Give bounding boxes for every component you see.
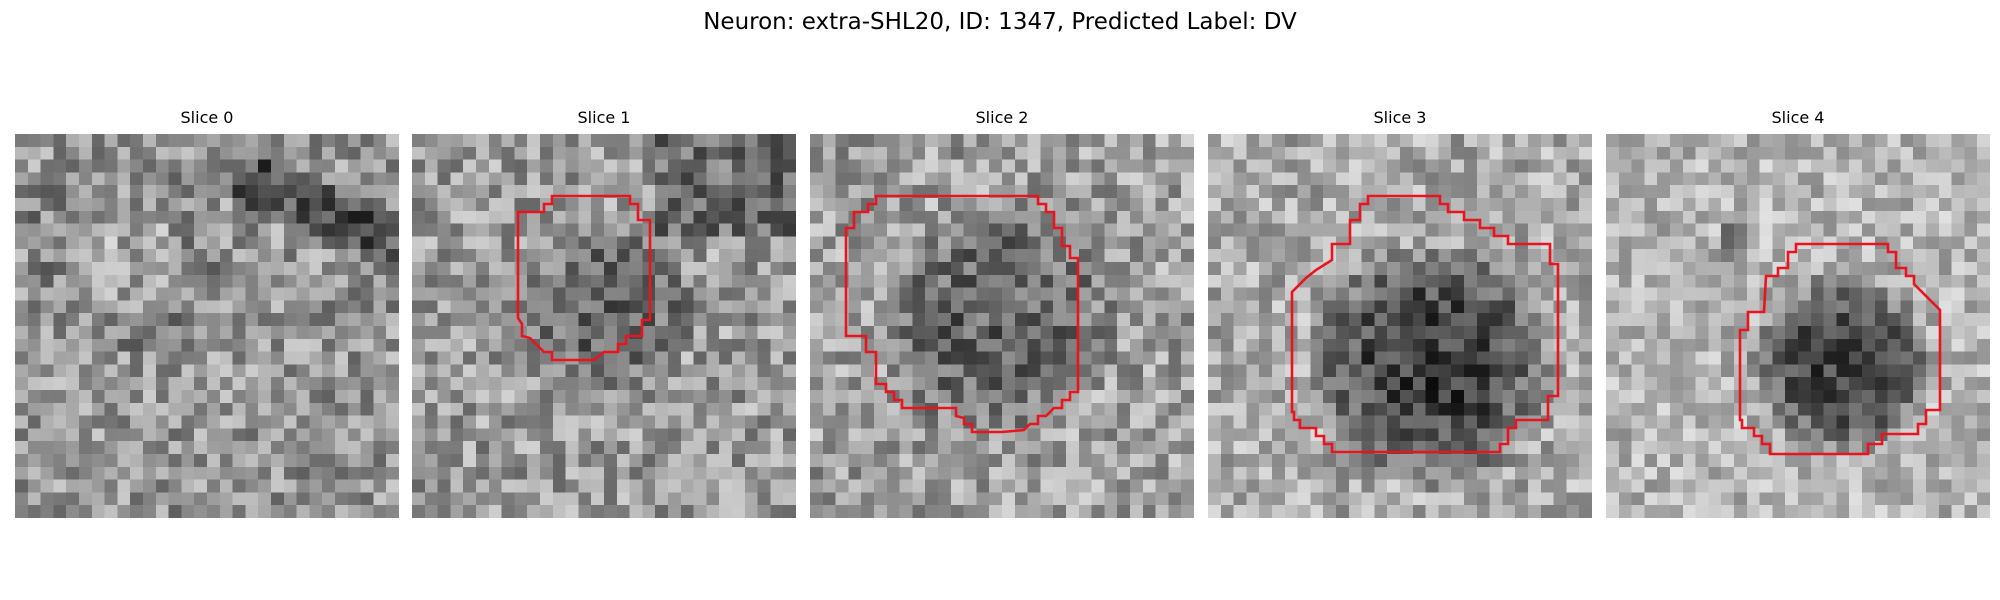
slice-image-3 bbox=[1208, 134, 1592, 518]
outline-path-4 bbox=[1738, 242, 1942, 456]
figure-title: Neuron: extra-SHL20, ID: 1347, Predicted… bbox=[703, 9, 1297, 35]
segmentation-outline-4 bbox=[1738, 242, 1942, 456]
slice-image-2 bbox=[810, 134, 1194, 518]
slice-title-1: Slice 1 bbox=[577, 108, 631, 127]
slice-title-2: Slice 2 bbox=[975, 108, 1029, 127]
segmentation-outline-2 bbox=[844, 194, 1080, 434]
slice-title-4: Slice 4 bbox=[1771, 108, 1825, 127]
slice-title-3: Slice 3 bbox=[1373, 108, 1427, 127]
outline-path-2 bbox=[844, 194, 1080, 434]
slice-title-0: Slice 0 bbox=[180, 108, 234, 127]
slice-image-0 bbox=[15, 134, 399, 518]
slice-image-1 bbox=[412, 134, 796, 518]
segmentation-outline-3 bbox=[1290, 194, 1560, 454]
outline-path-1 bbox=[516, 194, 652, 362]
segmentation-outline-1 bbox=[516, 194, 652, 362]
outline-path-3 bbox=[1290, 194, 1560, 454]
